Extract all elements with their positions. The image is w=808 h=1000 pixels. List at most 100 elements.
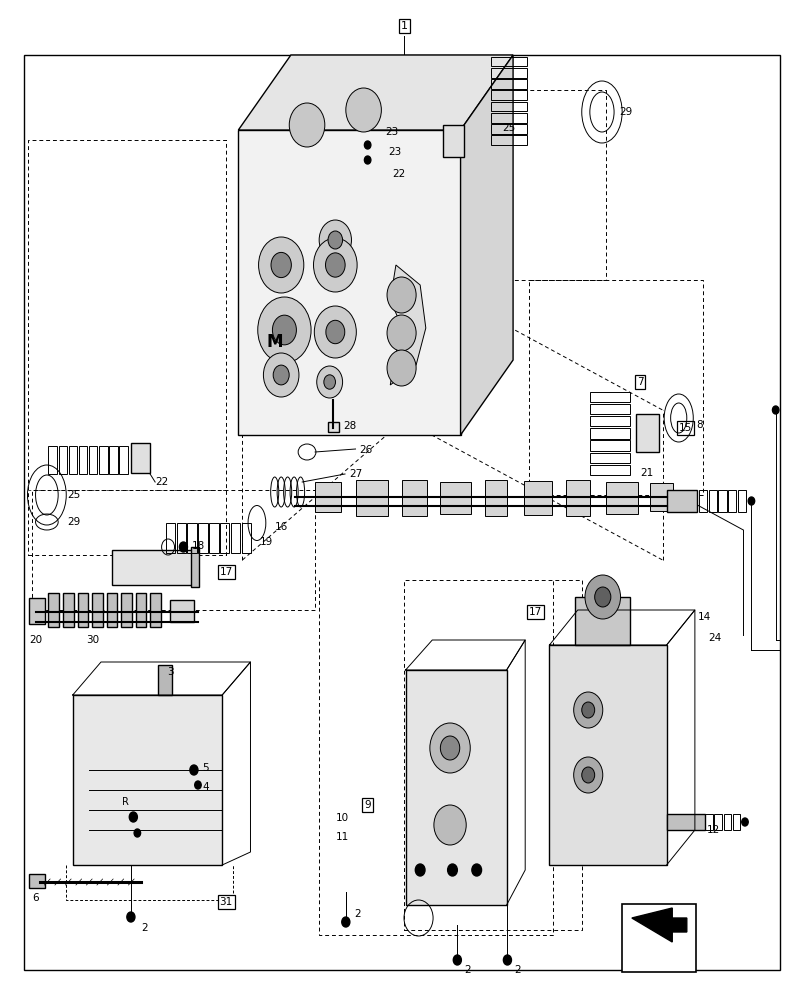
Text: 4: 4 bbox=[202, 782, 208, 792]
Bar bbox=[58, 446, 67, 474]
Bar bbox=[650, 483, 673, 511]
Bar bbox=[107, 593, 117, 627]
Circle shape bbox=[134, 829, 141, 837]
Circle shape bbox=[595, 587, 611, 607]
Bar bbox=[109, 446, 118, 474]
Text: 19: 19 bbox=[174, 554, 187, 564]
Bar bbox=[491, 113, 528, 122]
Bar bbox=[667, 814, 705, 830]
Text: 25: 25 bbox=[67, 490, 80, 500]
Bar bbox=[79, 446, 87, 474]
Bar bbox=[406, 670, 507, 905]
Text: 29: 29 bbox=[620, 107, 633, 117]
Polygon shape bbox=[390, 265, 426, 385]
Circle shape bbox=[434, 805, 466, 845]
Bar bbox=[491, 57, 528, 66]
Bar bbox=[590, 465, 630, 475]
Bar bbox=[136, 593, 146, 627]
Circle shape bbox=[448, 864, 457, 876]
Circle shape bbox=[314, 238, 357, 292]
Circle shape bbox=[314, 306, 356, 358]
Text: 14: 14 bbox=[698, 612, 711, 622]
Text: 16: 16 bbox=[275, 522, 288, 532]
Circle shape bbox=[273, 365, 289, 385]
Text: 17: 17 bbox=[220, 567, 233, 577]
Circle shape bbox=[574, 692, 603, 728]
Text: 22: 22 bbox=[392, 169, 405, 179]
Circle shape bbox=[319, 220, 351, 260]
Bar bbox=[191, 547, 199, 587]
Circle shape bbox=[259, 237, 304, 293]
Circle shape bbox=[127, 912, 135, 922]
Bar bbox=[89, 446, 98, 474]
Circle shape bbox=[317, 366, 343, 398]
Bar bbox=[328, 422, 339, 432]
Bar bbox=[443, 125, 464, 157]
Text: M: M bbox=[267, 333, 283, 351]
Circle shape bbox=[195, 781, 201, 789]
Bar bbox=[231, 523, 240, 553]
Bar bbox=[315, 482, 341, 512]
Text: 11: 11 bbox=[335, 832, 348, 842]
Bar bbox=[491, 102, 528, 111]
Bar bbox=[48, 593, 59, 627]
Circle shape bbox=[453, 955, 461, 965]
Circle shape bbox=[190, 765, 198, 775]
Text: 5: 5 bbox=[202, 763, 208, 773]
Circle shape bbox=[415, 864, 425, 876]
Text: 7: 7 bbox=[637, 377, 643, 387]
Bar bbox=[166, 523, 175, 553]
Bar bbox=[724, 814, 731, 830]
Circle shape bbox=[387, 315, 416, 351]
Bar bbox=[170, 600, 194, 622]
Text: 30: 30 bbox=[86, 635, 99, 645]
Bar bbox=[590, 404, 630, 414]
Bar bbox=[699, 490, 707, 512]
Circle shape bbox=[263, 353, 299, 397]
Circle shape bbox=[179, 542, 187, 552]
Bar bbox=[714, 814, 722, 830]
Bar bbox=[402, 480, 427, 516]
Circle shape bbox=[772, 406, 779, 414]
Bar bbox=[131, 443, 150, 473]
Bar bbox=[606, 482, 638, 514]
Circle shape bbox=[258, 297, 311, 363]
Text: 28: 28 bbox=[343, 421, 356, 431]
Bar bbox=[590, 440, 630, 451]
Bar bbox=[738, 490, 746, 512]
Bar bbox=[491, 124, 528, 134]
Bar bbox=[73, 695, 222, 865]
Text: 12: 12 bbox=[707, 825, 720, 835]
Circle shape bbox=[582, 767, 595, 783]
Bar bbox=[121, 593, 132, 627]
Circle shape bbox=[328, 231, 343, 249]
Bar bbox=[158, 665, 172, 695]
Text: 24: 24 bbox=[709, 633, 722, 643]
Circle shape bbox=[364, 141, 371, 149]
Text: 23: 23 bbox=[388, 147, 401, 157]
Text: 2: 2 bbox=[141, 923, 148, 933]
Text: 21: 21 bbox=[641, 468, 654, 478]
Circle shape bbox=[574, 757, 603, 793]
Text: 2: 2 bbox=[465, 965, 471, 975]
Circle shape bbox=[271, 252, 292, 278]
Circle shape bbox=[582, 702, 595, 718]
Bar bbox=[176, 523, 186, 553]
Circle shape bbox=[326, 320, 345, 344]
Bar bbox=[199, 523, 208, 553]
Circle shape bbox=[440, 736, 460, 760]
Bar bbox=[590, 392, 630, 402]
Circle shape bbox=[272, 315, 297, 345]
Text: 25: 25 bbox=[503, 123, 516, 133]
Bar bbox=[590, 453, 630, 463]
Circle shape bbox=[472, 864, 482, 876]
Circle shape bbox=[742, 818, 748, 826]
Bar bbox=[491, 68, 528, 78]
Polygon shape bbox=[461, 55, 513, 435]
Bar bbox=[29, 874, 45, 888]
Bar bbox=[209, 523, 218, 553]
Bar bbox=[238, 130, 461, 435]
Text: 17: 17 bbox=[529, 607, 542, 617]
Bar bbox=[112, 550, 196, 585]
Bar bbox=[709, 490, 717, 512]
